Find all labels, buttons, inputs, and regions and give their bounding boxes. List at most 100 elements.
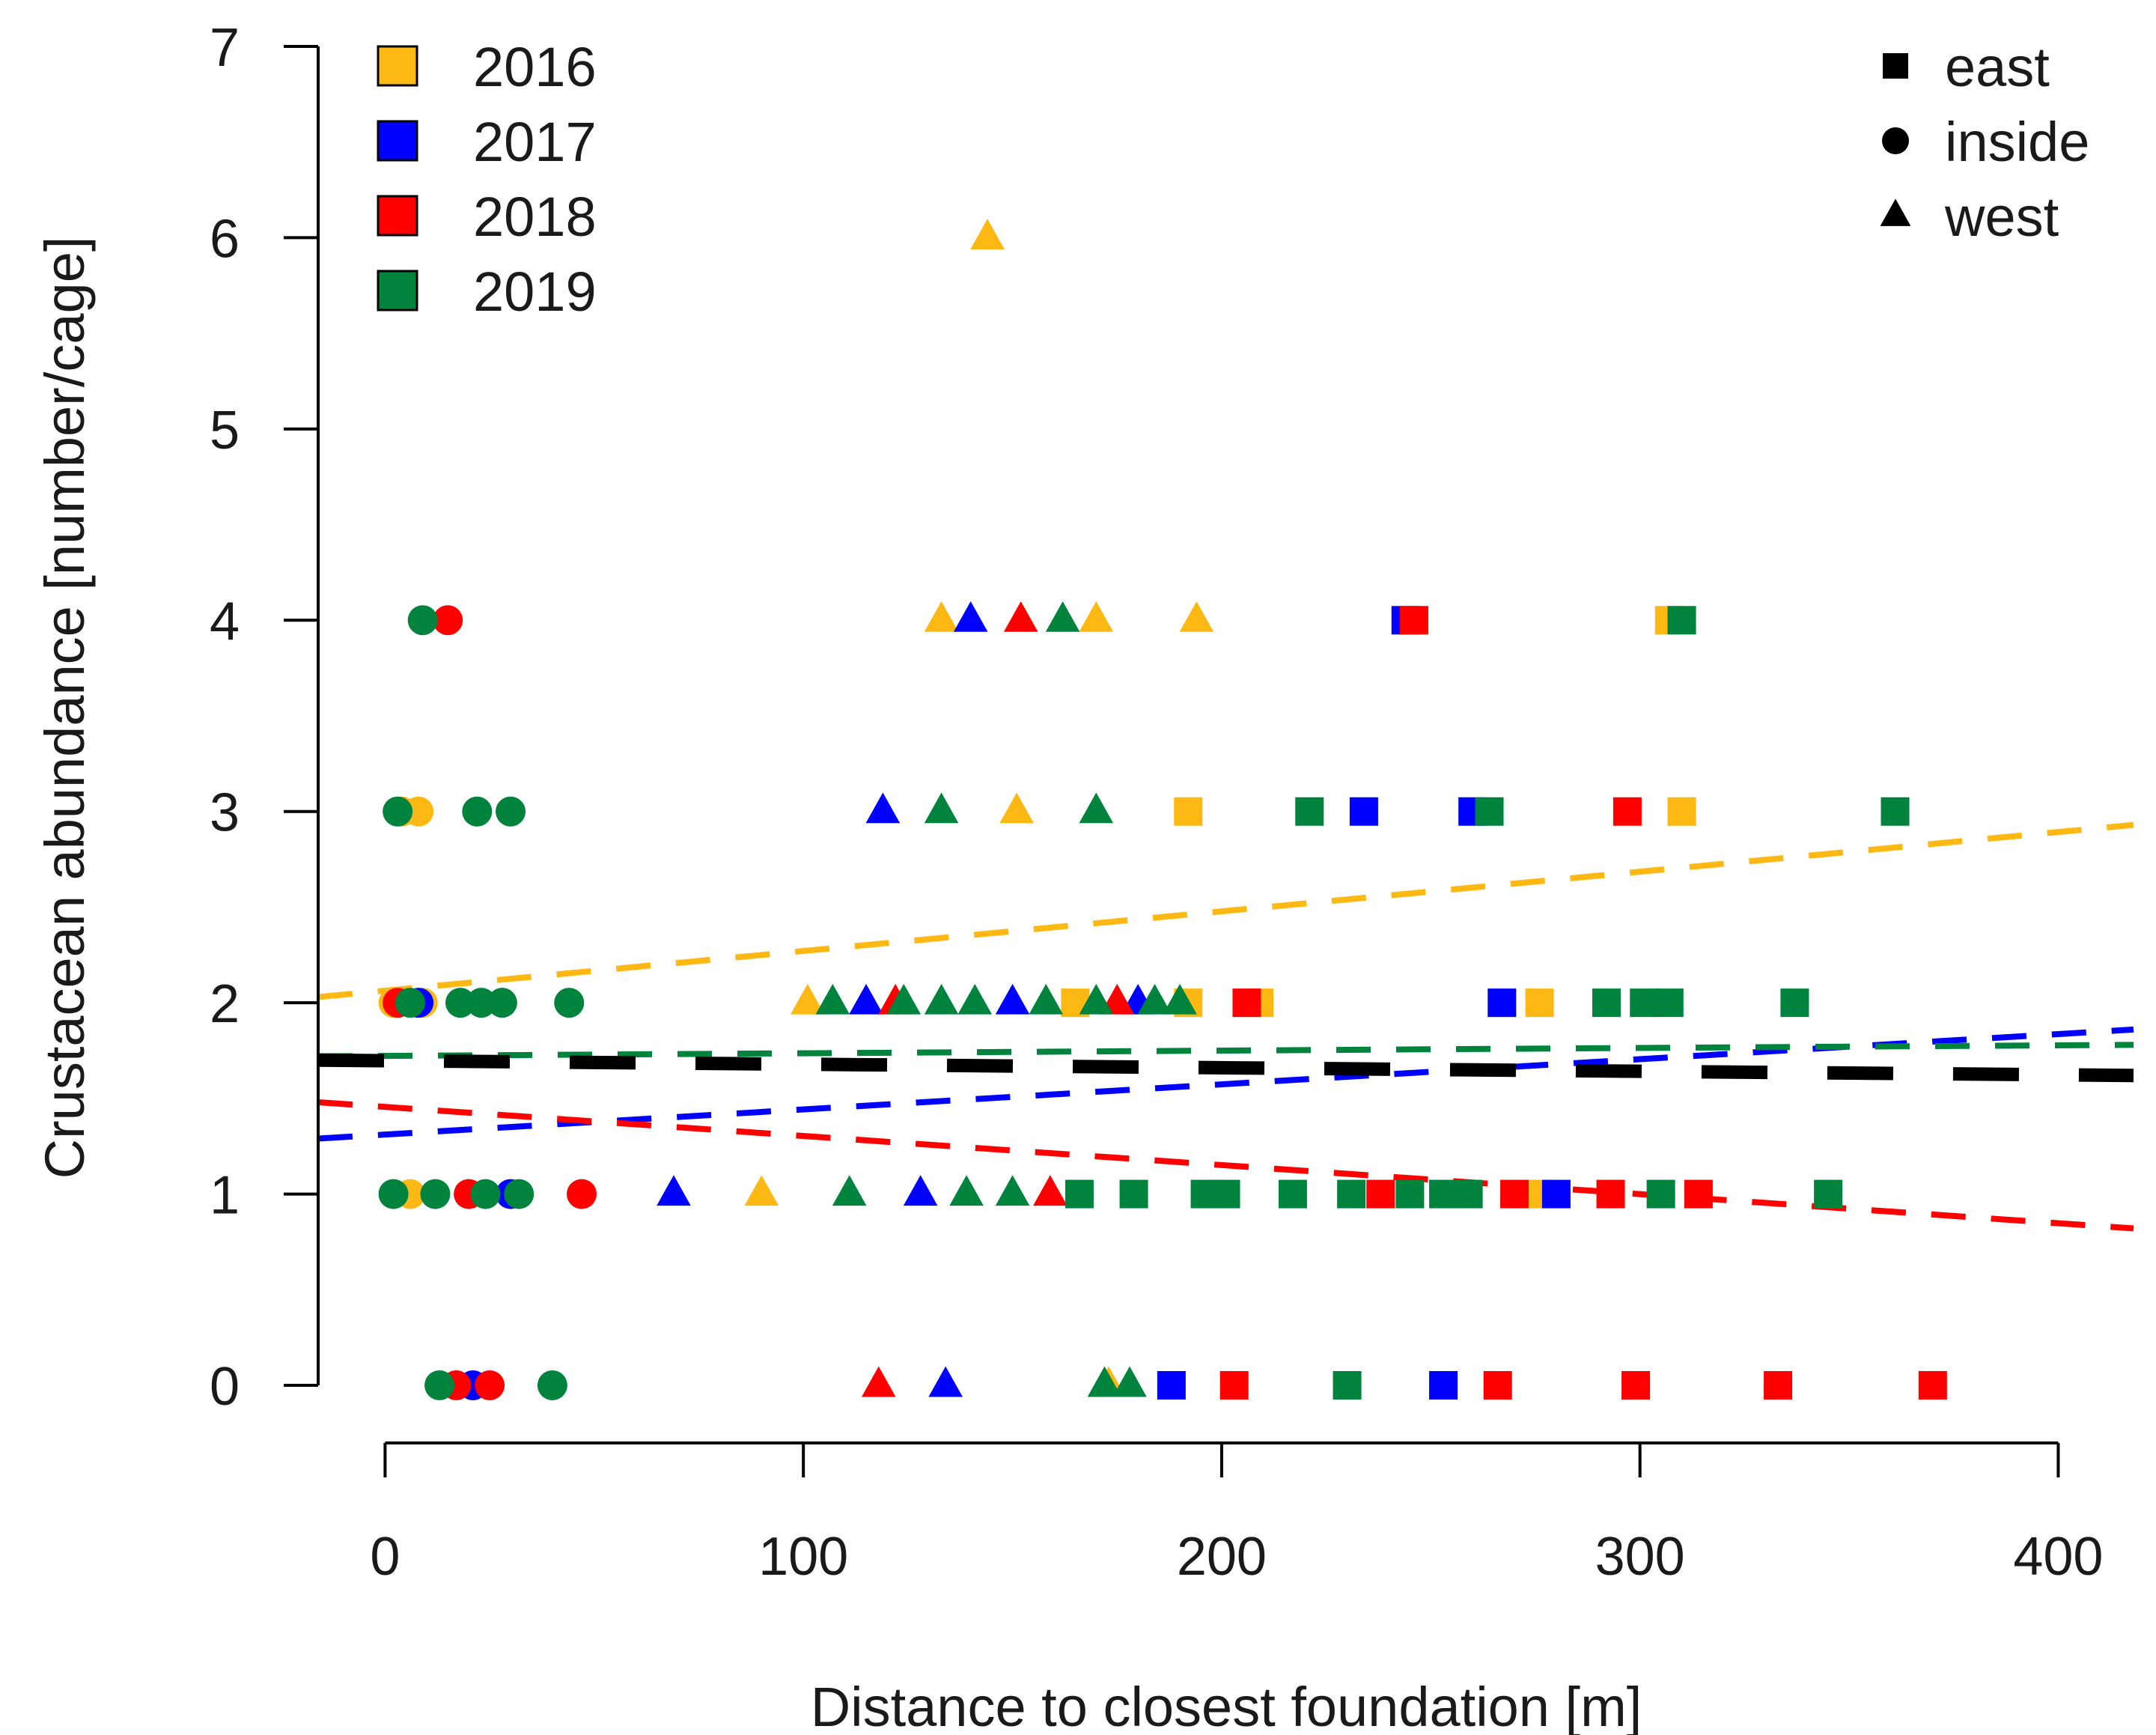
legend-symbol-west xyxy=(1880,198,1911,226)
data-point-2019-triangle xyxy=(1079,792,1114,824)
data-point-2019-triangle xyxy=(924,983,959,1015)
y-tick-label-1: 1 xyxy=(210,1166,240,1226)
data-point-2019-triangle xyxy=(949,1175,984,1206)
data-point-2019-circle xyxy=(537,1370,567,1400)
legend-label-east: east xyxy=(1945,36,2050,98)
data-point-2017-triangle xyxy=(928,1366,963,1397)
data-point-2017-triangle xyxy=(849,983,883,1015)
data-point-2018-square xyxy=(1500,1179,1529,1209)
data-point-2018-square xyxy=(1613,797,1642,826)
x-tick-label-0: 0 xyxy=(370,1527,400,1587)
legend-swatch-2018 xyxy=(377,195,418,237)
legend-label-2016: 2016 xyxy=(473,36,597,98)
y-tick-label-0: 0 xyxy=(210,1357,240,1417)
data-point-2019-square xyxy=(1454,1179,1483,1209)
data-point-2019-circle xyxy=(554,988,585,1018)
data-point-2017-triangle xyxy=(995,983,1030,1015)
data-point-2019-circle xyxy=(378,1179,409,1209)
trend-line-2019 xyxy=(317,1042,2134,1060)
data-point-2018-square xyxy=(1483,1371,1512,1400)
data-point-2019-circle xyxy=(383,796,413,827)
data-point-2019-circle xyxy=(462,796,493,827)
data-point-2018-triangle xyxy=(1003,601,1038,632)
data-point-2019-triangle xyxy=(832,1175,867,1206)
legend-positions: east inside west xyxy=(1880,36,2089,248)
data-point-2017-square xyxy=(1349,797,1378,826)
x-tick-label-300: 300 xyxy=(1595,1527,1685,1587)
data-point-2016-triangle xyxy=(1179,601,1214,632)
data-points xyxy=(378,219,1947,1400)
data-point-2018-square xyxy=(1764,1371,1793,1400)
trend-line-overall xyxy=(317,1053,2134,1083)
data-point-2018-triangle xyxy=(861,1366,896,1397)
data-point-2019-square xyxy=(1881,797,1910,826)
legend-label-2019: 2019 xyxy=(473,261,597,323)
legend-years: 2016 2017 2018 2019 xyxy=(377,36,597,323)
y-tick-label-7: 7 xyxy=(210,18,240,78)
data-point-2019-square xyxy=(1814,1179,1843,1209)
data-point-2019-triangle xyxy=(1045,601,1080,632)
x-tick-label-400: 400 xyxy=(2013,1527,2103,1587)
data-point-2018-triangle xyxy=(1033,1175,1068,1206)
data-point-2016-triangle xyxy=(790,983,825,1015)
data-point-2019-square xyxy=(1119,1179,1148,1209)
data-point-2019-circle xyxy=(407,605,438,636)
data-point-2018-square xyxy=(1366,1179,1395,1209)
data-point-2019-triangle xyxy=(924,792,959,824)
data-point-2019-circle xyxy=(487,988,517,1018)
y-tick-label-3: 3 xyxy=(210,783,240,843)
data-point-2016-triangle xyxy=(924,601,959,632)
data-point-2017-triangle xyxy=(657,1175,691,1206)
data-point-2016-square xyxy=(1174,797,1203,826)
legend-swatch-2019 xyxy=(377,270,418,312)
data-point-2017-triangle xyxy=(953,601,988,632)
legend-symbol-east xyxy=(1883,53,1908,79)
data-point-2018-circle xyxy=(567,1179,597,1209)
data-point-2019-triangle xyxy=(1079,983,1114,1015)
data-point-2019-square xyxy=(1065,1179,1094,1209)
data-point-2018-square xyxy=(1918,1371,1947,1400)
data-point-2019-square xyxy=(1295,797,1324,826)
data-point-2018-square xyxy=(1399,606,1428,635)
data-point-2016-circle xyxy=(404,796,434,827)
data-point-2016-square xyxy=(1525,988,1554,1018)
data-point-2019-square xyxy=(1211,1179,1240,1209)
data-point-2018-square xyxy=(1232,988,1261,1018)
x-axis: 0 100 200 300 400 xyxy=(370,1441,2103,1587)
data-point-2019-circle xyxy=(504,1179,535,1209)
data-point-2018-circle xyxy=(433,605,463,636)
data-point-2016-square xyxy=(1667,797,1696,826)
data-point-2019-triangle xyxy=(1163,983,1197,1015)
data-point-2019-square xyxy=(1429,1179,1458,1209)
legend-label-2018: 2018 xyxy=(473,186,597,248)
data-point-2017-square xyxy=(1429,1371,1458,1400)
legend-swatch-2016 xyxy=(377,45,418,87)
data-point-2019-triangle xyxy=(1087,1366,1122,1397)
legend-label-inside: inside xyxy=(1945,111,2089,173)
data-point-2019-circle xyxy=(445,988,475,1018)
data-point-2019-square xyxy=(1475,797,1504,826)
data-point-2019-square xyxy=(1395,1179,1425,1209)
data-point-2019-triangle xyxy=(815,983,850,1015)
y-axis-title: Crustacean abundance [number/cage] xyxy=(34,237,96,1179)
data-point-2019-square xyxy=(1630,988,1659,1018)
data-point-2018-square xyxy=(1621,1371,1651,1400)
trend-lines xyxy=(317,821,2134,1232)
data-point-2019-triangle xyxy=(957,983,993,1015)
data-point-2018-square xyxy=(1596,1179,1625,1209)
data-point-2019-triangle xyxy=(1137,983,1172,1015)
legend-symbol-inside xyxy=(1882,127,1909,154)
data-point-2018-square xyxy=(1219,1371,1249,1400)
x-tick-label-200: 200 xyxy=(1177,1527,1267,1587)
data-point-2016-triangle xyxy=(1079,601,1114,632)
x-axis-title: Distance to closest foundation [m] xyxy=(811,1676,1642,1735)
data-point-2019-square xyxy=(1646,1179,1675,1209)
data-point-2019-square xyxy=(1337,1179,1366,1209)
data-point-2017-square xyxy=(1157,1371,1186,1400)
data-point-2019-square xyxy=(1333,1371,1362,1400)
data-point-2016-triangle xyxy=(744,1175,779,1206)
y-tick-label-5: 5 xyxy=(210,401,240,461)
legend-label-west: west xyxy=(1944,186,2059,248)
data-point-2017-square xyxy=(1541,1179,1571,1209)
